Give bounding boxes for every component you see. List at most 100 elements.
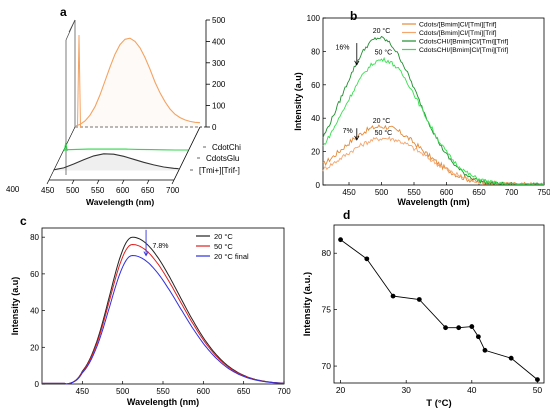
series-line-2 bbox=[53, 153, 179, 171]
legend-label-3: CdotsCHI/[Bmim]Cl/[Tmi][Trif] bbox=[419, 47, 508, 54]
x-tick-label: 550 bbox=[156, 387, 170, 396]
data-point-0 bbox=[338, 237, 343, 243]
y-tick-label: 40 bbox=[30, 307, 39, 316]
depth-label-2: [Tmi+][Trif-] bbox=[199, 166, 240, 175]
z-tick-label: 400 bbox=[212, 37, 226, 46]
series-line-2 bbox=[322, 35, 545, 186]
x-tick-label: 50 bbox=[533, 385, 543, 395]
panel-label-b: b bbox=[350, 9, 357, 23]
panel-label-c: c bbox=[20, 214, 27, 228]
series-spike-0 bbox=[77, 34, 81, 128]
x-tick-label: 500 bbox=[375, 188, 389, 197]
x-axis-title: Wavelength (nm) bbox=[127, 397, 199, 407]
plot-frame bbox=[333, 224, 545, 384]
data-point-6 bbox=[469, 324, 475, 329]
annotation: 7% bbox=[343, 128, 353, 135]
floor-right-edge bbox=[173, 126, 201, 181]
annotation: 20 °C bbox=[373, 117, 391, 125]
y-tick-label: 60 bbox=[311, 81, 320, 90]
legend-label-2: 20 °C final bbox=[214, 252, 249, 261]
x-tick-label: 450 bbox=[342, 188, 356, 197]
series-line-1 bbox=[63, 148, 189, 151]
x-tick-label: 450 bbox=[41, 186, 55, 195]
x-tick-label: 700 bbox=[505, 188, 519, 197]
y-axis-title: Intensity (a.u) bbox=[10, 277, 20, 336]
series-line-0 bbox=[340, 239, 538, 380]
z-tick-label: 500 bbox=[212, 16, 226, 25]
y-tick-label: 20 bbox=[30, 343, 39, 352]
x-tick-label: 500 bbox=[116, 387, 130, 396]
annotation: 16% bbox=[335, 45, 349, 52]
y-tick-label: 0 bbox=[316, 181, 321, 190]
x-tick-label: 750 bbox=[537, 188, 550, 197]
y-tick-label: 0 bbox=[35, 380, 40, 389]
y-tick-label: 20 bbox=[311, 148, 320, 157]
data-point-10 bbox=[535, 377, 540, 383]
panel-b: 450 500 550 600 650 700 750 0 20 40 60 80 100 Wavelen… bbox=[293, 14, 550, 207]
annotation: 50 °C bbox=[375, 49, 393, 57]
x-tick-label: 500 bbox=[66, 186, 80, 195]
z-tick-label: 0 bbox=[212, 123, 217, 132]
annotation: 7.8% bbox=[153, 243, 169, 250]
data-point-3 bbox=[416, 297, 422, 302]
y-tick-label: 60 bbox=[30, 270, 39, 279]
x-axis-title: Wavelength (nm) bbox=[86, 197, 154, 207]
x-tick-label: 700 bbox=[166, 186, 180, 195]
legend-label-2: CdotsCHI/[Bmim]Cl/[Tmi][Trif] bbox=[419, 39, 508, 46]
annotation: 50 °C bbox=[375, 129, 393, 137]
x-tick bbox=[46, 179, 50, 185]
x-tick-label: 600 bbox=[197, 387, 211, 396]
legend-label-0: 20 °C bbox=[214, 232, 233, 241]
x-tick-label: 650 bbox=[141, 186, 155, 195]
series-line-3 bbox=[322, 56, 545, 185]
arrow-head bbox=[354, 60, 360, 66]
data-point-8 bbox=[482, 347, 488, 353]
floor-left-edge bbox=[48, 126, 76, 181]
panel-label-a: a bbox=[60, 5, 67, 19]
box-top-left-edge bbox=[65, 19, 76, 41]
plot-frame bbox=[322, 17, 545, 186]
x-tick-label: 40 bbox=[467, 385, 477, 395]
x-tick bbox=[146, 179, 150, 185]
y-tick-label: 100 bbox=[307, 14, 321, 23]
series-line-1 bbox=[42, 243, 285, 385]
z-tick-label: 100 bbox=[212, 102, 226, 111]
data-point-2 bbox=[390, 293, 396, 299]
panel-d: 20 30 40 50 70 75 80 T (°C) Intensity (a.u.) bbox=[302, 224, 545, 409]
y-axis-title: Intensity (a.u.) bbox=[302, 272, 313, 336]
data-point-4 bbox=[443, 325, 448, 331]
x-tick-label: 650 bbox=[237, 387, 251, 396]
arrow-head bbox=[143, 251, 149, 257]
legend-label-1: Cdots/[Bmim]Cl/[Tmi][Trif] bbox=[419, 30, 497, 37]
data-point-7 bbox=[475, 334, 481, 340]
legend-label-0: Cdots/[Bmim]Cl/[Tmi][Trif] bbox=[419, 22, 497, 29]
y-tick-label: 40 bbox=[311, 114, 320, 123]
x-axis-title: Wavelength (nm) bbox=[397, 197, 469, 207]
x-tick-label: 550 bbox=[407, 188, 421, 197]
y-axis-title: Intensity (a.u) bbox=[293, 72, 303, 131]
x-tick bbox=[171, 179, 175, 185]
y-tick-label: 80 bbox=[311, 47, 320, 56]
y-tick-label: 70 bbox=[322, 361, 332, 371]
y-tick-label: 75 bbox=[322, 305, 332, 315]
series-line-2 bbox=[42, 254, 285, 385]
series-spike-1 bbox=[63, 142, 68, 151]
panel-c: 450 500 550 600 650 700 0 20 40 60 80 Wavelength (n… bbox=[10, 227, 291, 407]
series-fill-2 bbox=[53, 153, 179, 171]
data-point-5 bbox=[456, 325, 462, 331]
z-tick-label: 200 bbox=[212, 80, 226, 89]
y-tick-label: 80 bbox=[322, 248, 332, 258]
x-tick bbox=[121, 179, 125, 185]
x-tick bbox=[96, 179, 100, 185]
data-point-1 bbox=[364, 256, 370, 262]
x-tick bbox=[71, 179, 75, 185]
arrow-head bbox=[354, 135, 360, 141]
y-left-tick-label: 400 bbox=[6, 185, 20, 194]
z-tick-label: 300 bbox=[212, 59, 226, 68]
legend-label-1: 50 °C bbox=[214, 242, 233, 251]
x-tick-label: 700 bbox=[277, 387, 291, 396]
depth-label-1: CdotsGlu bbox=[206, 154, 239, 163]
panel-a: 0 100 200 300 400 500 CdotChi CdotsGlu [Tmi+][Tr… bbox=[6, 16, 241, 207]
x-tick-label: 450 bbox=[76, 387, 90, 396]
